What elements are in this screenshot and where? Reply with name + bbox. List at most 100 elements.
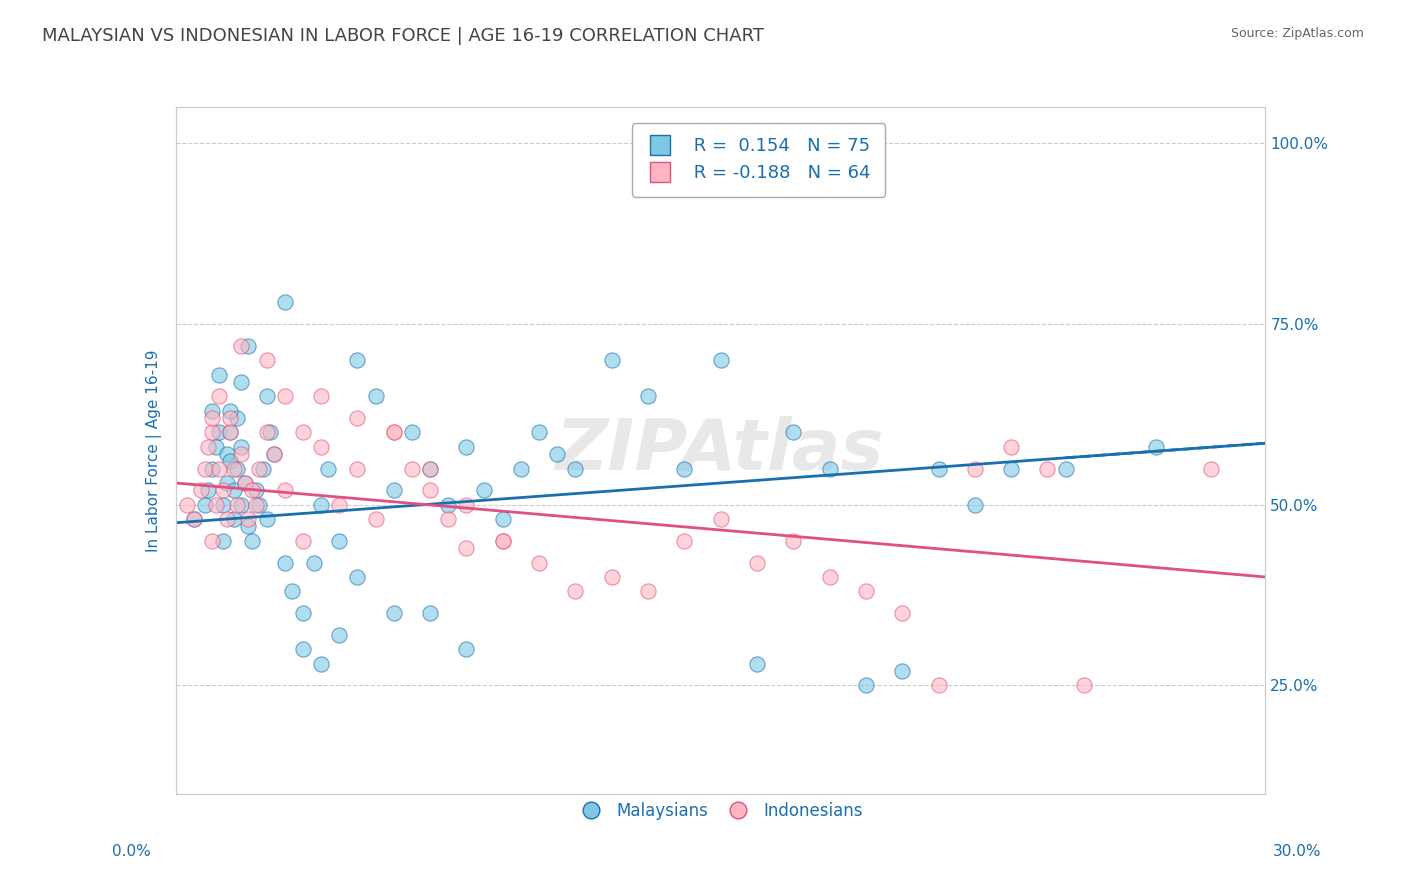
Point — [456, 440, 478, 454]
Point — [928, 678, 950, 692]
Point — [710, 512, 733, 526]
Point — [274, 483, 297, 498]
Point — [291, 533, 314, 548]
Point — [222, 461, 245, 475]
Text: ZIPAtlas: ZIPAtlas — [557, 416, 884, 485]
Point — [231, 447, 253, 461]
Point — [382, 425, 405, 440]
Point — [328, 533, 350, 548]
Point — [176, 498, 198, 512]
Point — [208, 368, 231, 382]
Point — [419, 461, 441, 475]
Point — [782, 425, 804, 440]
Point — [318, 461, 340, 475]
Point — [222, 512, 245, 526]
Point — [219, 454, 242, 468]
Point — [745, 657, 768, 671]
Point — [437, 498, 460, 512]
Point — [637, 389, 659, 403]
Point — [240, 533, 263, 548]
Point — [215, 475, 238, 490]
Point — [183, 512, 205, 526]
Point — [328, 628, 350, 642]
Point — [673, 461, 696, 475]
Point — [346, 411, 368, 425]
Point — [456, 541, 478, 555]
Point — [233, 475, 256, 490]
Point — [208, 425, 231, 440]
Point — [474, 483, 496, 498]
Point — [183, 512, 205, 526]
Point — [818, 461, 841, 475]
Point — [1000, 461, 1022, 475]
Point — [245, 483, 267, 498]
Y-axis label: In Labor Force | Age 16-19: In Labor Force | Age 16-19 — [146, 349, 162, 552]
Point — [509, 461, 531, 475]
Point — [291, 606, 314, 620]
Point — [782, 533, 804, 548]
Point — [233, 475, 256, 490]
Point — [222, 483, 245, 498]
Point — [256, 425, 278, 440]
Point — [256, 512, 278, 526]
Point — [382, 606, 405, 620]
Point — [263, 447, 285, 461]
Point — [231, 375, 253, 389]
Point — [673, 533, 696, 548]
Point — [208, 461, 231, 475]
Point — [309, 389, 332, 403]
Point — [855, 678, 877, 692]
Point — [1199, 461, 1222, 475]
Text: Source: ZipAtlas.com: Source: ZipAtlas.com — [1230, 27, 1364, 40]
Point — [1000, 440, 1022, 454]
Point — [492, 533, 515, 548]
Point — [219, 425, 242, 440]
Point — [219, 403, 242, 417]
Point — [600, 570, 623, 584]
Point — [204, 440, 226, 454]
Point — [346, 353, 368, 368]
Point — [382, 483, 405, 498]
Point — [256, 389, 278, 403]
Point — [963, 498, 986, 512]
Point — [527, 556, 550, 570]
Text: 0.0%: 0.0% — [112, 845, 152, 859]
Point — [215, 447, 238, 461]
Point — [291, 642, 314, 657]
Point — [226, 498, 249, 512]
Point — [274, 295, 297, 310]
Point — [963, 461, 986, 475]
Point — [710, 353, 733, 368]
Point — [1073, 678, 1095, 692]
Point — [456, 498, 478, 512]
Point — [226, 461, 249, 475]
Point — [201, 411, 224, 425]
Legend: Malaysians, Indonesians: Malaysians, Indonesians — [572, 796, 869, 827]
Point — [1146, 440, 1168, 454]
Point — [382, 425, 405, 440]
Point — [364, 389, 387, 403]
Point — [204, 498, 226, 512]
Point — [364, 512, 387, 526]
Point — [252, 461, 274, 475]
Point — [328, 498, 350, 512]
Point — [855, 584, 877, 599]
Point — [231, 338, 253, 352]
Point — [1036, 461, 1059, 475]
Point — [256, 353, 278, 368]
Point — [600, 353, 623, 368]
Point — [190, 483, 212, 498]
Point — [219, 411, 242, 425]
Point — [197, 440, 219, 454]
Point — [208, 389, 231, 403]
Point — [346, 570, 368, 584]
Point — [419, 606, 441, 620]
Point — [891, 606, 914, 620]
Point — [492, 512, 515, 526]
Point — [818, 570, 841, 584]
Point — [201, 461, 224, 475]
Point — [419, 461, 441, 475]
Point — [745, 556, 768, 570]
Point — [492, 533, 515, 548]
Point — [215, 512, 238, 526]
